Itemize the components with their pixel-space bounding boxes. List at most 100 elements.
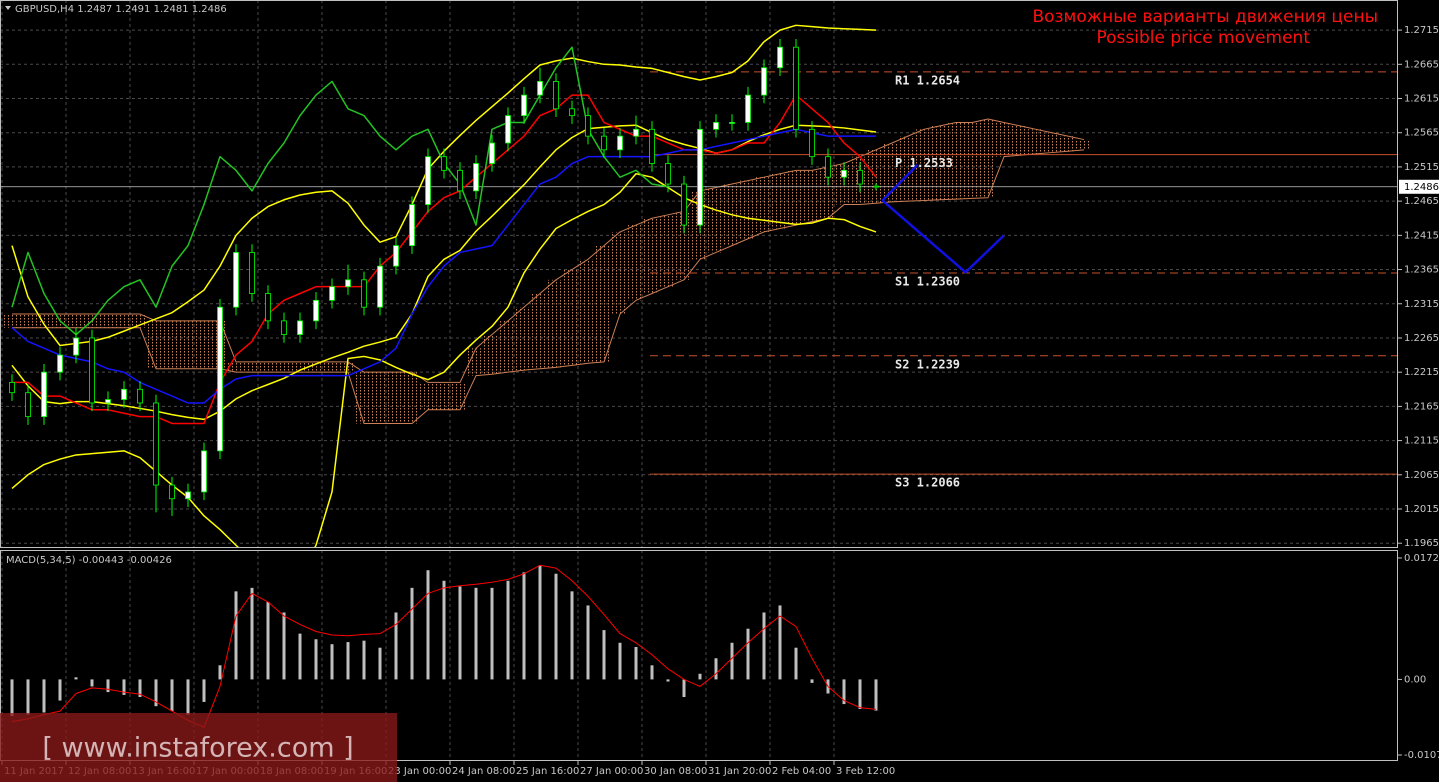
cloud-slice — [820, 166, 836, 219]
macd-bar — [618, 642, 622, 680]
cloud-slice — [964, 122, 980, 199]
y-tick-label: 1.2715 — [1404, 25, 1439, 36]
candle-body — [521, 94, 527, 117]
cloud-slice — [580, 259, 596, 364]
last-price-label: 1.2486 — [1404, 182, 1439, 193]
cloud-slice — [388, 372, 404, 424]
cloud-slice — [548, 279, 564, 368]
macd-bar — [250, 587, 254, 680]
cloud-slice — [308, 361, 324, 373]
macd-bar — [410, 587, 414, 680]
forecast-line — [881, 199, 1005, 274]
cloud-slice — [180, 320, 196, 369]
macd-bar — [330, 644, 334, 680]
macd-frame — [0, 550, 1398, 761]
cloud-slice — [436, 382, 452, 410]
candle-body — [201, 450, 207, 493]
cloud-slice — [500, 320, 516, 373]
cloud-slice — [884, 142, 900, 202]
cloud-slice — [804, 170, 820, 222]
macd-bar — [810, 679, 814, 683]
cloud-slice — [628, 225, 644, 301]
candle-body — [825, 156, 831, 178]
cloud-slice — [644, 218, 660, 294]
candle-body — [729, 122, 735, 124]
cloud-slice — [660, 214, 676, 287]
candle-body — [457, 169, 463, 192]
cloud-slice — [404, 372, 420, 424]
candle-body — [249, 252, 255, 294]
cloud-slice — [788, 170, 804, 226]
pivot-label: R1 1.2654 — [895, 73, 960, 87]
candle-body — [105, 399, 111, 404]
cloud-slice — [532, 293, 548, 369]
pivot-label: S3 1.2066 — [895, 476, 960, 490]
macd-bar — [442, 580, 446, 680]
candle-body — [697, 128, 703, 226]
macd-bar — [234, 591, 238, 680]
y-tick-label: 1.2565 — [1404, 128, 1439, 139]
cloud-slice — [740, 180, 756, 239]
candle-body — [745, 94, 751, 123]
candle-body — [425, 156, 431, 205]
macd-bar — [666, 679, 670, 682]
cloud-slice — [484, 334, 500, 375]
pivot-label: P 1.2533 — [895, 156, 953, 170]
cloud-slice — [612, 231, 628, 315]
y-tick-label: 0.01724 — [1404, 553, 1439, 564]
macd-bar — [762, 612, 766, 680]
macd-bar — [650, 665, 654, 680]
macd-bar — [538, 565, 542, 680]
candle-body — [89, 337, 95, 404]
candle-body — [313, 299, 319, 322]
macd-bar — [298, 633, 302, 680]
cloud-slice — [516, 307, 532, 371]
candle-body — [217, 306, 223, 452]
candle-body — [185, 491, 191, 500]
cloud-span-a — [12, 118, 1085, 383]
macd-bar — [138, 679, 142, 698]
candle-body — [153, 402, 159, 486]
candle-body — [777, 46, 783, 69]
cloud-slice — [4, 314, 20, 328]
candle-body — [585, 115, 591, 137]
candle-body — [137, 388, 143, 404]
cloud-slice — [564, 269, 580, 366]
chart-subtitle: Possible price movement — [1096, 28, 1310, 48]
cloud-slice — [132, 314, 148, 328]
y-tick-label: 1.2515 — [1404, 162, 1439, 173]
macd-bar — [842, 679, 846, 705]
macd-bar — [378, 647, 382, 680]
cloud-slice — [100, 314, 116, 328]
macd-bar — [42, 679, 46, 713]
y-tick-label: 1.2365 — [1404, 265, 1439, 276]
cloud-slice — [356, 372, 372, 424]
macd-bar — [74, 677, 78, 680]
candle-body — [393, 245, 399, 267]
candle-body — [601, 135, 607, 151]
y-tick-label: 1.2265 — [1404, 333, 1439, 344]
x-tick-label: 24 Jan 08:00 — [452, 766, 515, 777]
candle-body — [553, 81, 559, 110]
y-tick-label: 1.2115 — [1404, 436, 1439, 447]
cloud-slice — [324, 361, 340, 373]
y-tick-label: 1.2465 — [1404, 196, 1439, 207]
pivot-label: S2 1.2239 — [895, 357, 960, 371]
cloud-slice — [372, 372, 388, 424]
cloud-slice — [292, 361, 308, 373]
macd-plot — [10, 564, 878, 728]
macd-bar — [602, 630, 606, 680]
y-tick-label: 1.1965 — [1404, 538, 1439, 549]
cloud-slice — [900, 136, 916, 202]
macd-bar — [474, 587, 478, 680]
cloud-slice — [948, 122, 964, 200]
x-tick-label: 25 Jan 16:00 — [516, 766, 579, 777]
candle-body — [41, 371, 47, 418]
cloud-slice — [1044, 132, 1060, 153]
cloud-slice — [276, 361, 292, 373]
candle-body — [665, 163, 671, 185]
x-tick-label: 31 Jan 20:00 — [708, 766, 771, 777]
candle-body — [377, 265, 383, 308]
